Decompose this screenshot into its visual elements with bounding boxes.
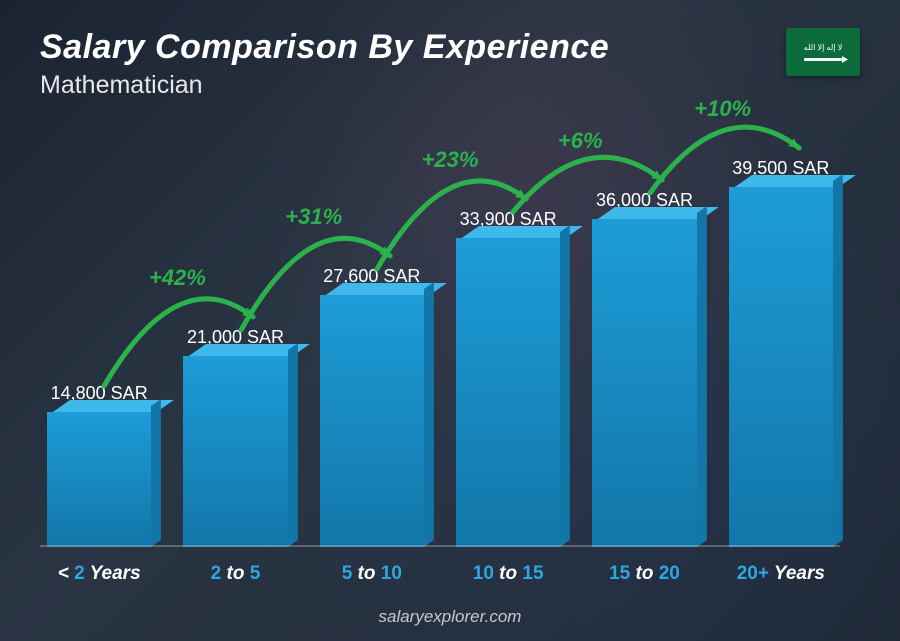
bar-chart: 14,800 SAR < 2 Years 21,000 SAR 2 to 5 27,60… bbox=[40, 120, 840, 585]
bar-side bbox=[560, 225, 570, 547]
bar bbox=[729, 187, 833, 547]
bar-side bbox=[833, 174, 843, 547]
bar-wrap: 33,900 SAR bbox=[449, 120, 567, 547]
svg-text:لا إله إلا الله: لا إله إلا الله bbox=[804, 43, 843, 52]
chart-title: Salary Comparison By Experience bbox=[40, 28, 860, 67]
bar-group: 39,500 SAR 20+ Years bbox=[722, 120, 840, 585]
bar-side bbox=[151, 399, 161, 547]
bar-side bbox=[288, 343, 298, 547]
header: Salary Comparison By Experience Mathemat… bbox=[40, 28, 860, 100]
bar-group: 14,800 SAR < 2 Years bbox=[40, 120, 158, 585]
increase-label: +23% bbox=[422, 147, 479, 173]
bar bbox=[320, 295, 424, 547]
x-axis-label: 10 to 15 bbox=[473, 563, 544, 585]
increase-label: +6% bbox=[558, 128, 603, 154]
infographic-container: Salary Comparison By Experience Mathemat… bbox=[0, 0, 900, 641]
bar-group: 27,600 SAR 5 to 10 bbox=[313, 120, 431, 585]
chart-baseline bbox=[40, 545, 840, 547]
x-axis-label: 2 to 5 bbox=[211, 563, 261, 585]
bar-wrap: 14,800 SAR bbox=[40, 120, 158, 547]
bar-wrap: 21,000 SAR bbox=[176, 120, 294, 547]
bar-group: 36,000 SAR 15 to 20 bbox=[585, 120, 703, 585]
bar-front bbox=[729, 187, 833, 547]
bar-front bbox=[320, 295, 424, 547]
bar-front bbox=[456, 238, 560, 547]
bar bbox=[456, 238, 560, 547]
footer-attribution: salaryexplorer.com bbox=[0, 607, 900, 627]
increase-label: +31% bbox=[285, 204, 342, 230]
increase-label: +42% bbox=[149, 265, 206, 291]
bar-wrap: 27,600 SAR bbox=[313, 120, 431, 547]
country-flag: لا إله إلا الله bbox=[786, 28, 860, 76]
bar-front bbox=[47, 412, 151, 547]
saudi-flag-icon: لا إله إلا الله bbox=[786, 28, 860, 76]
bar-wrap: 39,500 SAR bbox=[722, 120, 840, 547]
bar-group: 21,000 SAR 2 to 5 bbox=[176, 120, 294, 585]
bar-side bbox=[697, 206, 707, 547]
bar bbox=[592, 219, 696, 547]
bar-front bbox=[183, 356, 287, 547]
increase-label: +10% bbox=[694, 96, 751, 122]
x-axis-label: 20+ Years bbox=[737, 563, 825, 585]
bar-group: 33,900 SAR 10 to 15 bbox=[449, 120, 567, 585]
bar-wrap: 36,000 SAR bbox=[585, 120, 703, 547]
x-axis-label: 5 to 10 bbox=[342, 563, 402, 585]
bar bbox=[47, 412, 151, 547]
bar bbox=[183, 356, 287, 547]
x-axis-label: 15 to 20 bbox=[609, 563, 680, 585]
bar-front bbox=[592, 219, 696, 547]
bar-side bbox=[424, 282, 434, 547]
x-axis-label: < 2 Years bbox=[58, 563, 141, 585]
